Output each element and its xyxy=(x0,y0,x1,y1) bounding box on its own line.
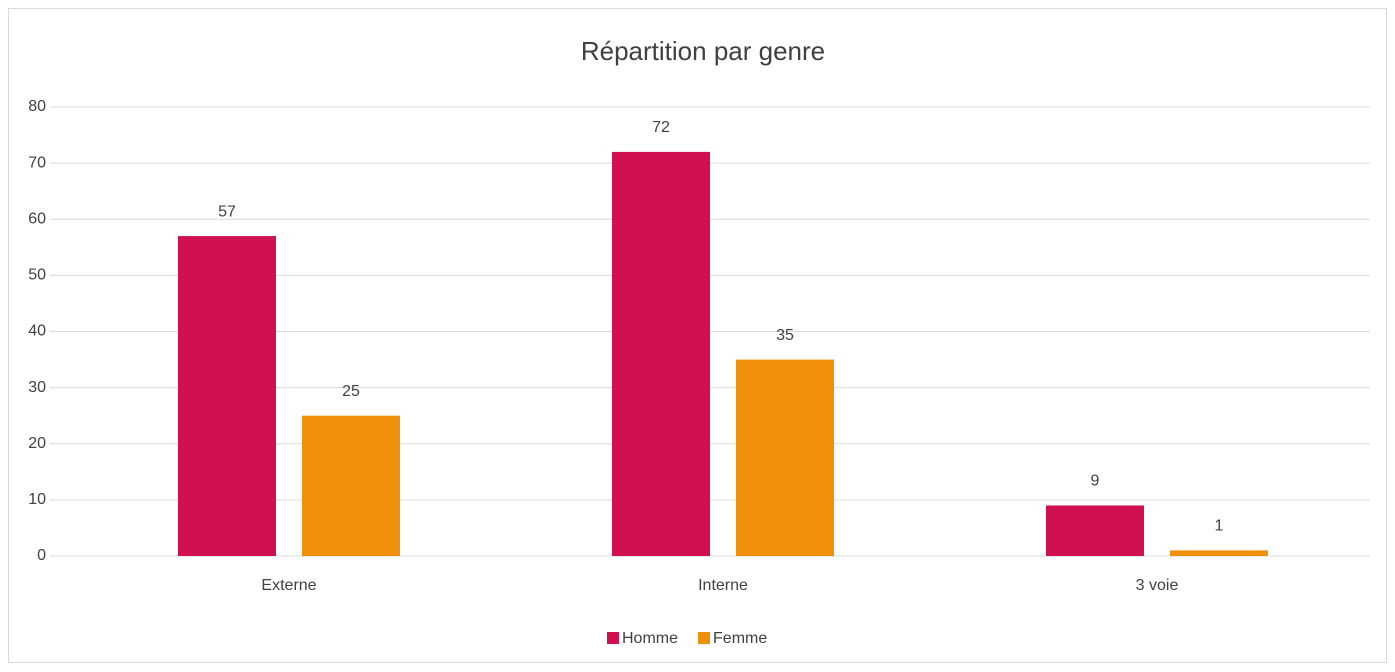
legend-label: Homme xyxy=(622,630,678,647)
y-tick-label: 10 xyxy=(28,491,46,508)
bar xyxy=(1046,505,1144,556)
value-label: 9 xyxy=(1091,473,1100,490)
x-tick-label: Interne xyxy=(698,577,748,594)
bar xyxy=(612,151,710,556)
chart-title: Répartition par genre xyxy=(581,36,825,66)
value-label: 1 xyxy=(1215,518,1224,535)
value-label: 35 xyxy=(776,327,794,344)
x-tick-label: Externe xyxy=(261,577,316,594)
value-label: 57 xyxy=(218,203,236,220)
y-tick-label: 40 xyxy=(28,323,46,340)
bar xyxy=(302,415,400,556)
legend-label: Femme xyxy=(713,630,767,647)
x-tick-label: 3 voie xyxy=(1136,577,1179,594)
y-tick-label: 60 xyxy=(28,210,46,227)
y-tick-label: 20 xyxy=(28,435,46,452)
value-label: 25 xyxy=(342,383,360,400)
y-tick-label: 30 xyxy=(28,379,46,396)
legend-swatch xyxy=(607,632,619,644)
value-label: 72 xyxy=(652,119,670,136)
y-tick-label: 70 xyxy=(28,154,46,171)
bar xyxy=(178,236,276,556)
bar xyxy=(736,359,834,556)
bar xyxy=(1170,550,1268,556)
legend-swatch xyxy=(698,632,711,644)
y-tick-label: 50 xyxy=(28,267,46,284)
y-tick-label: 80 xyxy=(28,98,46,115)
y-tick-label: 0 xyxy=(37,547,46,564)
